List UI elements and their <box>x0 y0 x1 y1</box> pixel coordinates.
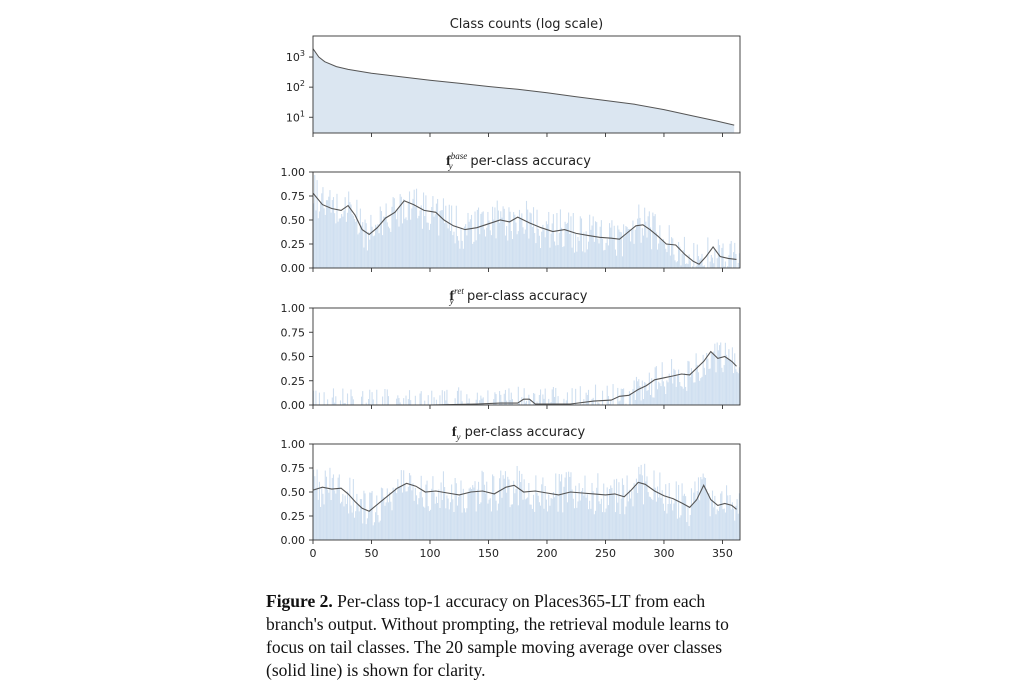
plot-frame-0 <box>312 35 741 134</box>
y-tick-label: 0.00 <box>281 399 306 412</box>
x-tick-label: 100 <box>419 547 440 560</box>
chart-title-3: fy per-class accuracy <box>452 425 586 442</box>
y-tick-label: 0.75 <box>281 326 306 339</box>
x-tick-label: 150 <box>478 547 499 560</box>
count-curve <box>312 48 735 126</box>
moving-average-line <box>313 350 737 406</box>
count-area <box>313 48 735 134</box>
y-tick-label: 1.00 <box>281 302 306 315</box>
y-tick-label: 0.00 <box>281 534 306 547</box>
caption-label: Figure 2. <box>266 591 333 611</box>
chart-title-1: fbase y per-class accuracy <box>446 151 591 171</box>
y-tick-label: 0.50 <box>281 214 306 227</box>
y-tick-label: 0.50 <box>281 351 306 364</box>
moving-average-line <box>312 481 737 512</box>
moving-average-line <box>312 192 737 265</box>
y-tick-label: 0.25 <box>281 375 306 388</box>
y-tick-label: 101 <box>286 109 305 124</box>
figure-caption: Figure 2. Per-class top-1 accuracy on Pl… <box>266 590 766 682</box>
y-tick-label: 1.00 <box>281 438 306 451</box>
y-tick-label: 0.75 <box>281 190 306 203</box>
x-tick-label: 300 <box>653 547 674 560</box>
x-tick-label: 0 <box>310 547 317 560</box>
x-tick-label: 250 <box>595 547 616 560</box>
y-tick-label: 0.00 <box>281 262 306 275</box>
x-tick-label: 350 <box>712 547 733 560</box>
y-tick-label: 0.25 <box>281 510 306 523</box>
x-tick-label: 200 <box>536 547 557 560</box>
y-tick-label: 0.75 <box>281 462 306 475</box>
y-tick-label: 1.00 <box>281 166 306 179</box>
chart-title-2: fret y per-class accuracy <box>449 286 588 306</box>
y-tick-label: 102 <box>286 79 305 94</box>
y-tick-label: 0.25 <box>281 238 306 251</box>
caption-text: Per-class top-1 accuracy on Places365-LT… <box>266 591 729 680</box>
x-tick-label: 50 <box>364 547 378 560</box>
y-tick-label: 103 <box>286 49 305 64</box>
y-tick-label: 0.50 <box>281 486 306 499</box>
chart-title-0: Class counts (log scale) <box>450 17 604 32</box>
